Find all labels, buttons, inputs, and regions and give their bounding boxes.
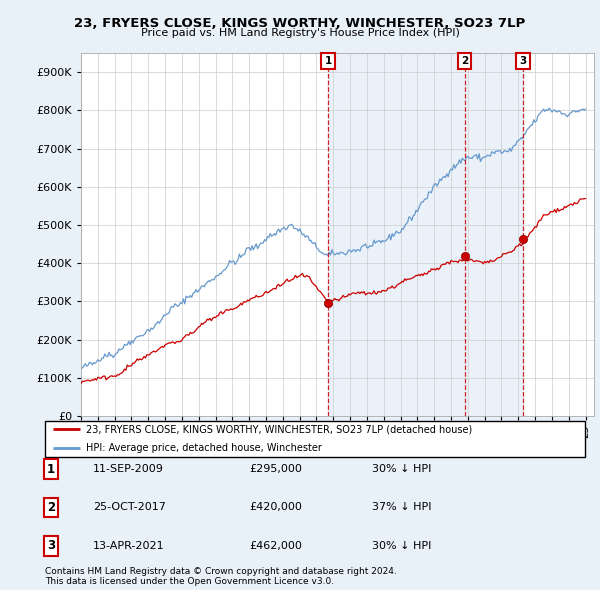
Text: £462,000: £462,000 bbox=[249, 541, 302, 550]
Text: 3: 3 bbox=[519, 55, 526, 65]
Text: This data is licensed under the Open Government Licence v3.0.: This data is licensed under the Open Gov… bbox=[45, 577, 334, 586]
Text: £420,000: £420,000 bbox=[249, 503, 302, 512]
Text: 2: 2 bbox=[47, 501, 55, 514]
Text: 1: 1 bbox=[325, 55, 332, 65]
Text: 23, FRYERS CLOSE, KINGS WORTHY, WINCHESTER, SO23 7LP (detached house): 23, FRYERS CLOSE, KINGS WORTHY, WINCHEST… bbox=[86, 424, 472, 434]
Text: Price paid vs. HM Land Registry's House Price Index (HPI): Price paid vs. HM Land Registry's House … bbox=[140, 28, 460, 38]
Text: £295,000: £295,000 bbox=[249, 464, 302, 474]
Text: 2: 2 bbox=[461, 55, 468, 65]
Text: 3: 3 bbox=[47, 539, 55, 552]
Text: 11-SEP-2009: 11-SEP-2009 bbox=[93, 464, 164, 474]
Text: 30% ↓ HPI: 30% ↓ HPI bbox=[372, 541, 431, 550]
Text: 30% ↓ HPI: 30% ↓ HPI bbox=[372, 464, 431, 474]
Text: Contains HM Land Registry data © Crown copyright and database right 2024.: Contains HM Land Registry data © Crown c… bbox=[45, 568, 397, 576]
FancyBboxPatch shape bbox=[45, 421, 585, 457]
Text: 37% ↓ HPI: 37% ↓ HPI bbox=[372, 503, 431, 512]
Text: 23, FRYERS CLOSE, KINGS WORTHY, WINCHESTER, SO23 7LP: 23, FRYERS CLOSE, KINGS WORTHY, WINCHEST… bbox=[74, 17, 526, 30]
Text: 25-OCT-2017: 25-OCT-2017 bbox=[93, 503, 166, 512]
Text: 13-APR-2021: 13-APR-2021 bbox=[93, 541, 164, 550]
Text: HPI: Average price, detached house, Winchester: HPI: Average price, detached house, Winc… bbox=[86, 442, 322, 453]
Bar bbox=[328, 53, 523, 416]
Text: 1: 1 bbox=[47, 463, 55, 476]
